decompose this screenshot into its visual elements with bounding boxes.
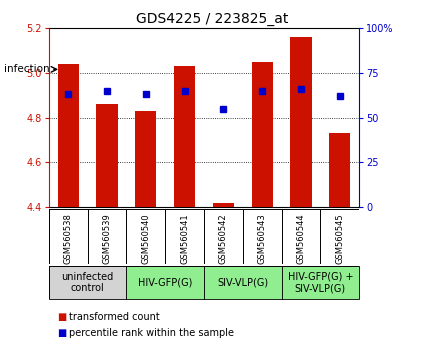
Bar — [49, 266, 127, 299]
Text: ■: ■ — [57, 329, 67, 338]
Bar — [96, 104, 118, 207]
Bar — [213, 202, 234, 207]
Text: HIV-GFP(G): HIV-GFP(G) — [138, 277, 193, 287]
Text: percentile rank within the sample: percentile rank within the sample — [69, 329, 234, 338]
Text: GDS4225 / 223825_at: GDS4225 / 223825_at — [136, 12, 289, 27]
Bar — [252, 62, 273, 207]
Text: GSM560541: GSM560541 — [180, 213, 189, 264]
Bar — [281, 266, 359, 299]
Bar — [174, 66, 195, 207]
Bar — [329, 133, 350, 207]
Bar — [127, 266, 204, 299]
Text: SIV-VLP(G): SIV-VLP(G) — [217, 277, 268, 287]
Text: GSM560538: GSM560538 — [64, 213, 73, 264]
Text: HIV-GFP(G) +
SIV-VLP(G): HIV-GFP(G) + SIV-VLP(G) — [288, 272, 353, 293]
Bar — [58, 64, 79, 207]
Bar — [290, 37, 312, 207]
Bar — [135, 111, 156, 207]
Text: GSM560540: GSM560540 — [142, 213, 150, 264]
Bar — [204, 266, 281, 299]
Text: GSM560543: GSM560543 — [258, 213, 266, 264]
Text: GSM560539: GSM560539 — [102, 213, 111, 264]
Text: GSM560545: GSM560545 — [335, 213, 344, 264]
Text: transformed count: transformed count — [69, 312, 160, 322]
Text: infection: infection — [4, 64, 50, 74]
Text: ■: ■ — [57, 312, 67, 322]
Text: GSM560544: GSM560544 — [297, 213, 306, 264]
Text: GSM560542: GSM560542 — [219, 213, 228, 264]
Text: uninfected
control: uninfected control — [62, 272, 114, 293]
